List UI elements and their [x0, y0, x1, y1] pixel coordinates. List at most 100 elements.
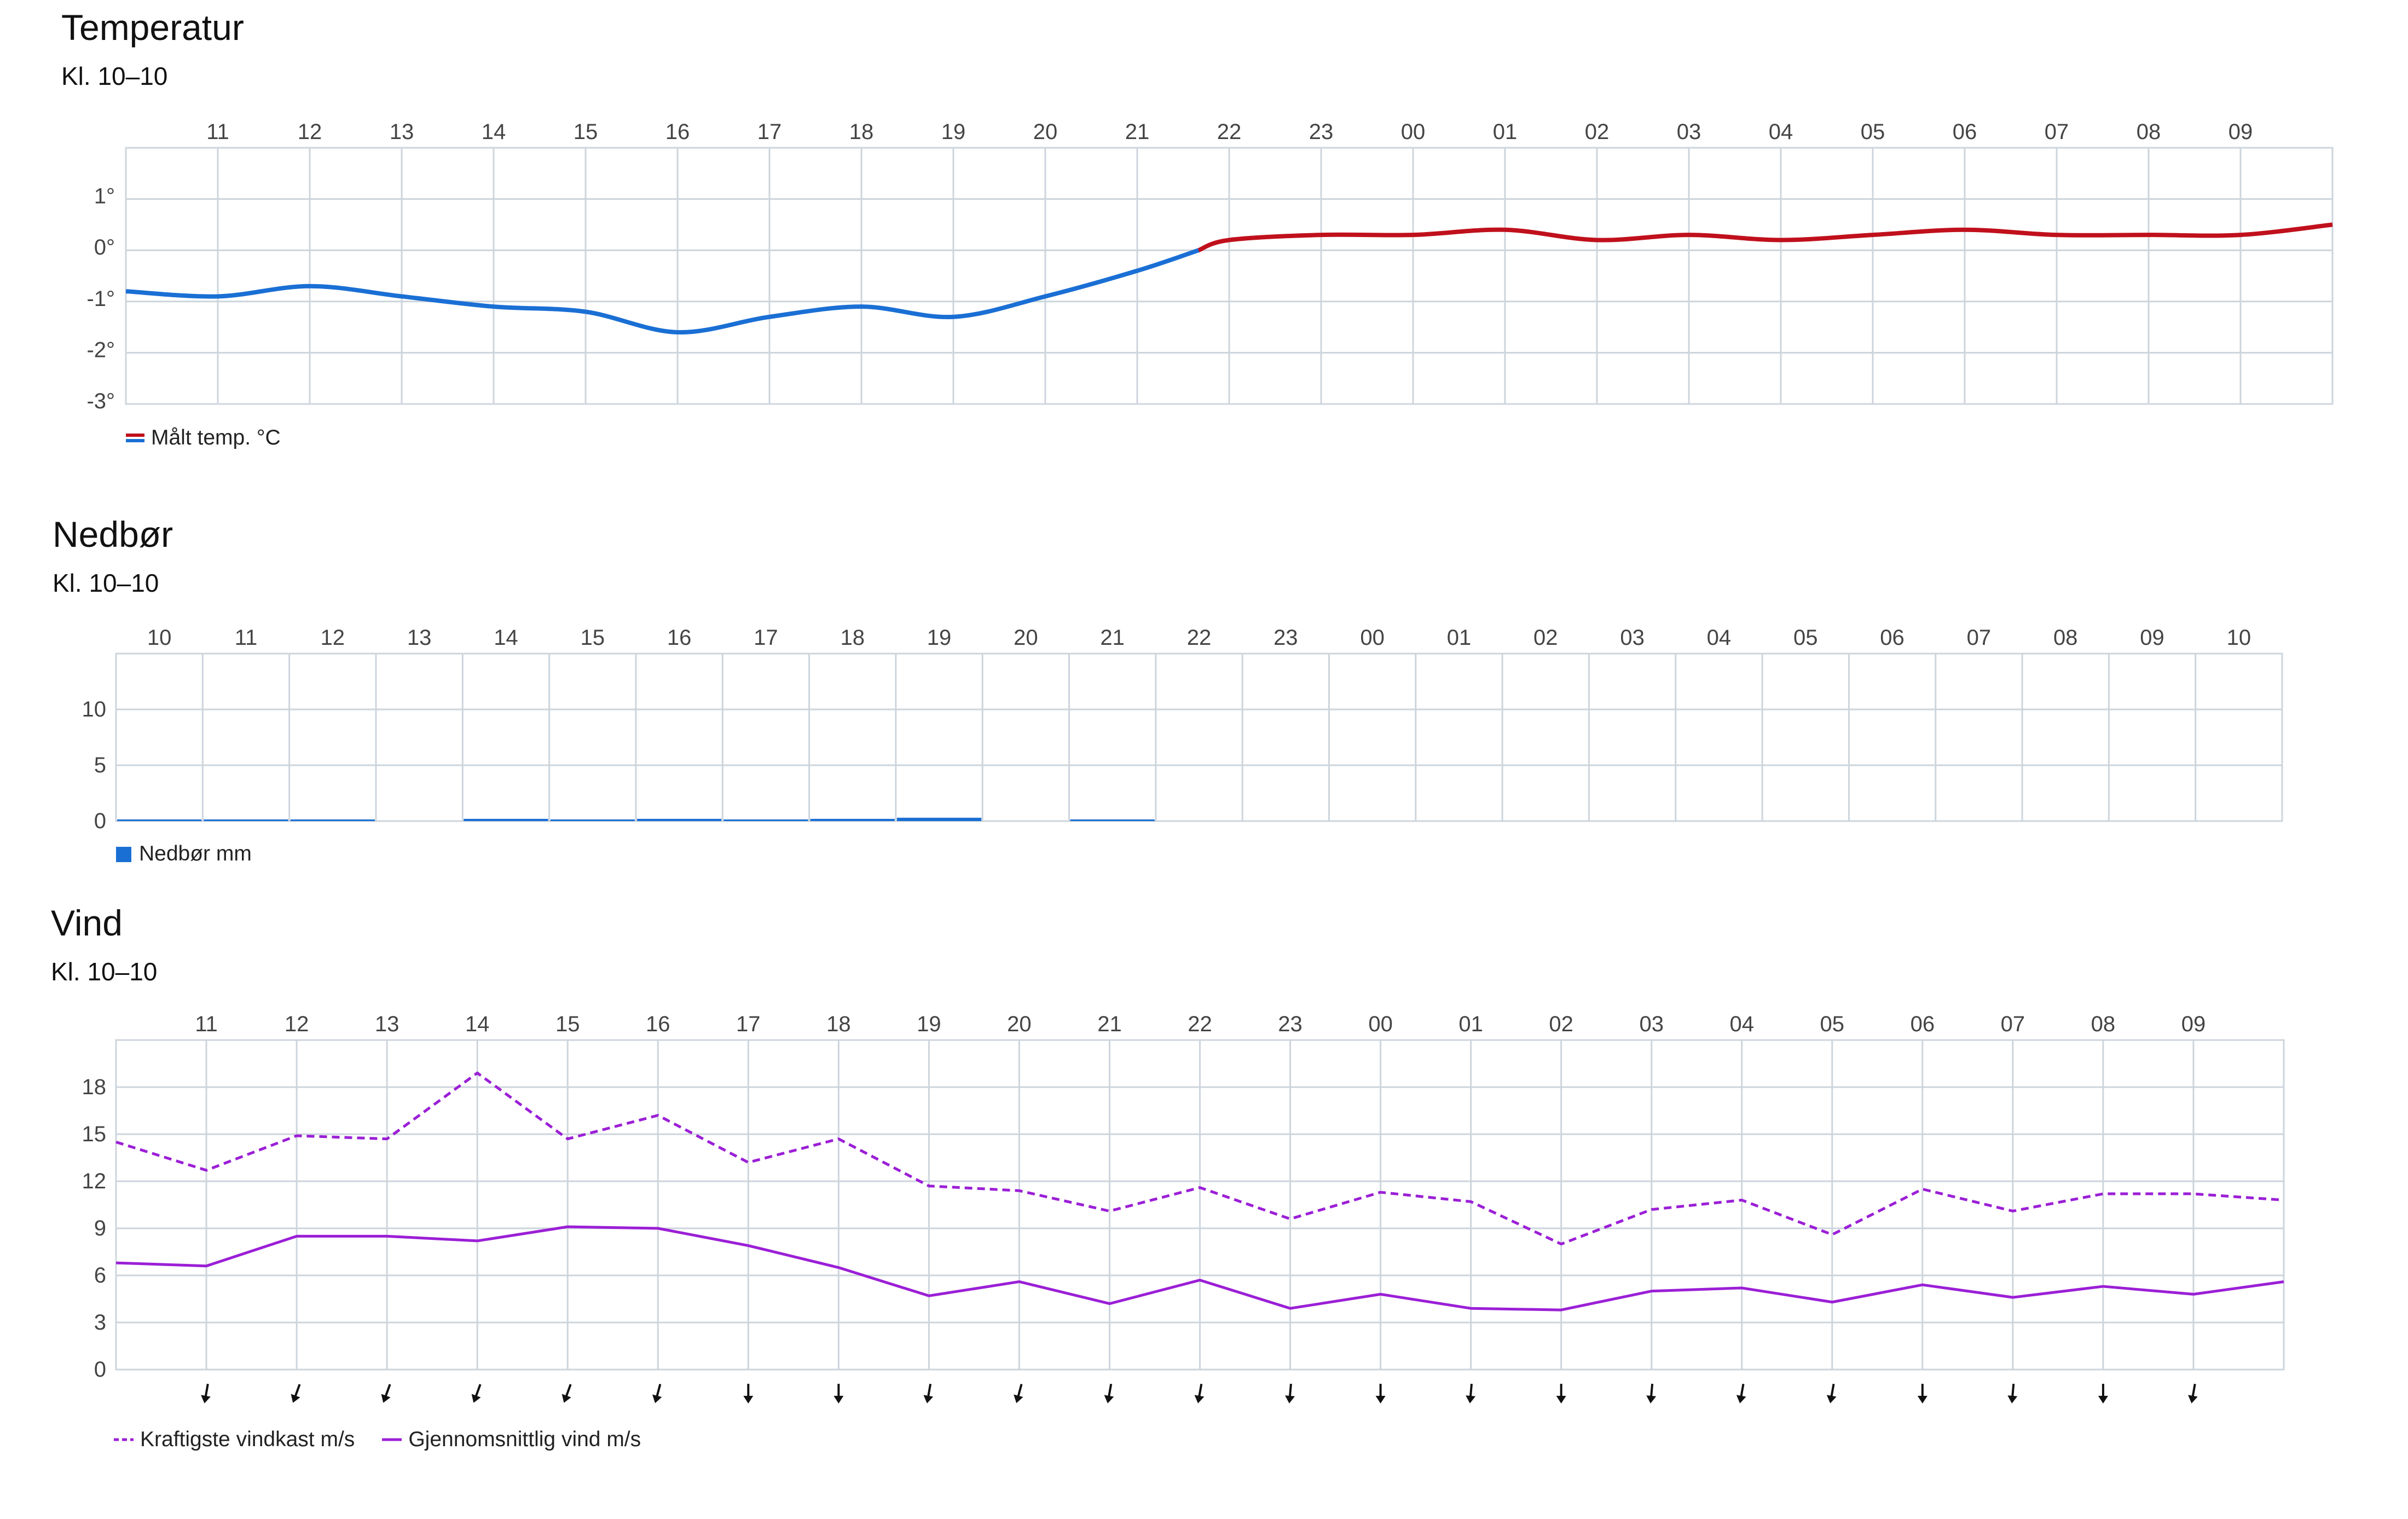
wind-average-point — [296, 1235, 298, 1237]
wind-direction-arrow — [1104, 1383, 1114, 1404]
wind-average-point — [1108, 1303, 1110, 1305]
wind-gust-point — [1651, 1209, 1653, 1211]
wind-direction-arrow — [381, 1384, 391, 1403]
wind-average-point — [747, 1245, 749, 1247]
wind-average-point — [1380, 1293, 1382, 1295]
precip-x-tick: 08 — [2053, 626, 2078, 650]
temp-x-tick: 06 — [1953, 120, 1977, 144]
wind-gust-point — [928, 1185, 930, 1187]
temp-point — [1320, 234, 1322, 236]
wind-x-tick: 07 — [2001, 1012, 2025, 1036]
arrow-head — [471, 1394, 481, 1403]
wind-gust-point — [296, 1135, 298, 1137]
precip-bar — [117, 819, 202, 821]
wind-average-point — [1921, 1284, 1924, 1286]
wind-y-tick: 6 — [94, 1263, 106, 1287]
legend-item-gust[interactable]: Kraftigste vindkast m/s — [114, 1428, 355, 1452]
legend-item-avg[interactable]: Gjennomsnittlig vind m/s — [382, 1428, 641, 1452]
temp-x-tick: 23 — [1309, 120, 1334, 144]
wind-x-tick: 11 — [195, 1012, 218, 1036]
temp-point — [768, 316, 771, 318]
arrow-head — [1466, 1395, 1476, 1404]
wind-y-tick: 12 — [82, 1169, 107, 1193]
wind-average-point — [115, 1262, 117, 1264]
temperature-title: Temperatur — [61, 7, 244, 48]
wind-x-tick: 03 — [1639, 1012, 1664, 1036]
wind-gust-point — [1289, 1218, 1292, 1220]
wind-average-point — [837, 1267, 840, 1269]
precipitation-subtitle: Kl. 10–10 — [53, 569, 159, 597]
wind-gust-point — [1380, 1191, 1382, 1193]
wind-gust-point — [1018, 1189, 1020, 1192]
wind-x-tick: 18 — [826, 1012, 851, 1036]
wind-x-tick: 19 — [917, 1012, 941, 1036]
wind-direction-arrow — [471, 1384, 482, 1403]
temp-x-tick: 00 — [1401, 120, 1426, 144]
wind-average-point — [476, 1240, 478, 1242]
wind-gust-point — [1741, 1199, 1743, 1201]
wind-average-point — [1470, 1307, 1472, 1309]
wind-x-tick: 15 — [555, 1012, 580, 1036]
wind-x-tick: 04 — [1730, 1012, 1755, 1036]
arrow-head — [833, 1396, 844, 1404]
wind-direction-arrow — [1646, 1383, 1657, 1404]
precip-bar — [290, 819, 375, 821]
temp-x-tick: 09 — [2228, 120, 2253, 144]
temp-point — [2056, 234, 2058, 236]
precip-bar — [896, 817, 982, 821]
legend-item-temp[interactable]: Målt temp. °C — [126, 426, 281, 450]
precip-x-tick: 19 — [927, 626, 952, 650]
arrow-head — [1104, 1395, 1114, 1404]
precip-bar — [1070, 819, 1155, 821]
temp-legend-label: Målt temp. °C — [151, 426, 281, 449]
temp-x-tick: 08 — [2137, 120, 2161, 144]
temp-y-tick: -3° — [86, 389, 115, 413]
wind-direction-arrow — [743, 1384, 754, 1404]
precipitation-legend[interactable]: Nedbør mm — [116, 842, 252, 866]
precip-x-tick: 02 — [1533, 626, 1558, 650]
wind-gust-point — [2283, 1199, 2285, 1201]
arrow-head — [201, 1395, 211, 1404]
temp-x-tick: 21 — [1125, 120, 1150, 144]
temp-point — [2147, 234, 2150, 236]
temp-x-tick: 18 — [849, 120, 874, 144]
wind-x-tick: 20 — [1007, 1012, 1032, 1036]
wind-direction-arrow — [201, 1383, 211, 1404]
temperature-legend[interactable]: Målt temp. °C — [126, 426, 281, 450]
wind-legend[interactable]: Kraftigste vindkast m/s Gjennomsnittlig … — [114, 1428, 641, 1452]
wind-x-tick: 12 — [285, 1012, 309, 1036]
precip-x-tick: 23 — [1274, 626, 1298, 650]
temp-point — [1688, 234, 1690, 236]
wind-x-tick: 06 — [1911, 1012, 1935, 1036]
wind-direction-arrow — [1556, 1384, 1566, 1404]
temp-y-tick: -2° — [86, 338, 115, 362]
wind-gust-point — [1199, 1186, 1201, 1188]
wind-direction-arrow — [2007, 1383, 2018, 1404]
gust-legend-label: Kraftigste vindkast m/s — [140, 1428, 355, 1451]
wind-x-tick: 09 — [2181, 1012, 2206, 1036]
wind-gust-point — [1921, 1188, 1924, 1190]
wind-average-point — [2102, 1285, 2104, 1287]
precip-x-tick: 15 — [581, 626, 605, 650]
temp-x-tick: 14 — [482, 120, 506, 144]
temp-point — [2331, 223, 2334, 226]
precip-legend-label: Nedbør mm — [139, 842, 252, 865]
wind-x-tick: 16 — [646, 1012, 670, 1036]
temp-point — [1228, 239, 1230, 241]
wind-subtitle: Kl. 10–10 — [51, 957, 158, 986]
precip-x-tick: 12 — [321, 626, 345, 650]
arrow-head — [291, 1394, 300, 1403]
wind-average-point — [1199, 1279, 1201, 1281]
legend-item-precip[interactable]: Nedbør mm — [116, 842, 252, 866]
precip-x-tick: 18 — [840, 626, 865, 650]
precip-x-tick: 05 — [1793, 626, 1818, 650]
wind-direction-arrow — [1285, 1383, 1295, 1404]
wind-chart: 11 12 13 14 15 16 17 18 19 20 21 22 23 00 01 02 03 04 05 06… — [82, 1012, 2285, 1404]
wind-direction-arrow — [1917, 1384, 1927, 1404]
wind-gust-point — [566, 1138, 569, 1140]
temp-point — [125, 290, 127, 292]
precipitation-title: Nedbør — [53, 514, 173, 555]
arrow-head — [562, 1394, 571, 1403]
temp-x-tick: 13 — [390, 120, 414, 144]
wind-gust-point — [476, 1072, 478, 1074]
